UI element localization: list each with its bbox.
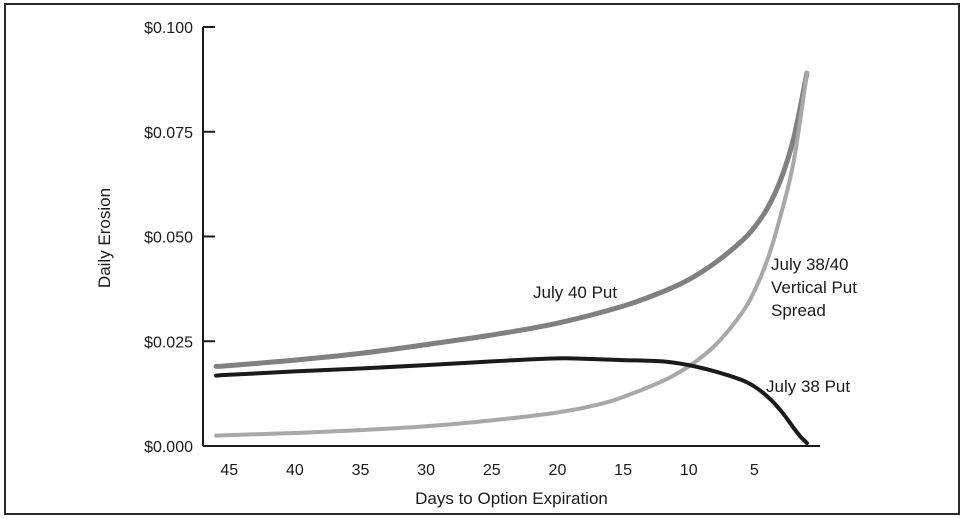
x-tick-label: 10 bbox=[680, 462, 698, 479]
y-tick-label: $0.025 bbox=[144, 334, 193, 351]
axes: $0.000 $0.025 $0.050 $0.075 $0.100 45 40 35 30 25… bbox=[95, 20, 820, 508]
x-tick-label: 30 bbox=[417, 462, 435, 479]
y-tick-label: $0.075 bbox=[144, 125, 193, 142]
y-tick-label: $0.100 bbox=[144, 20, 193, 37]
y-tick-label: $0.000 bbox=[144, 439, 193, 456]
series-group bbox=[213, 70, 810, 446]
x-tick-label: 15 bbox=[614, 462, 632, 479]
labels-group: July 40 Put July 38/40 Vertical Put Spread J… bbox=[533, 255, 857, 396]
series-line-july-38-put bbox=[214, 356, 809, 446]
x-axis-title: Days to Option Expiration bbox=[415, 489, 608, 508]
x-tick-label: 20 bbox=[549, 462, 567, 479]
x-tick-label: 40 bbox=[286, 462, 304, 479]
x-tick-label: 45 bbox=[220, 462, 238, 479]
series-line-july-40-put bbox=[213, 70, 810, 369]
annotation-july-40-put: July 40 Put bbox=[533, 283, 617, 302]
y-tick-label: $0.050 bbox=[144, 230, 193, 247]
chart-frame bbox=[4, 3, 960, 515]
annotation-july-38-40-spread: July 38/40 Vertical Put Spread bbox=[771, 255, 857, 320]
annotation-july-38-put: July 38 Put bbox=[766, 377, 850, 396]
series-line-july-38-40-spread bbox=[214, 71, 809, 438]
x-tick-label: 25 bbox=[483, 462, 501, 479]
y-axis-title: Daily Erosion bbox=[95, 188, 114, 288]
x-tick-label: 35 bbox=[352, 462, 370, 479]
x-tick-label: 5 bbox=[750, 462, 759, 479]
